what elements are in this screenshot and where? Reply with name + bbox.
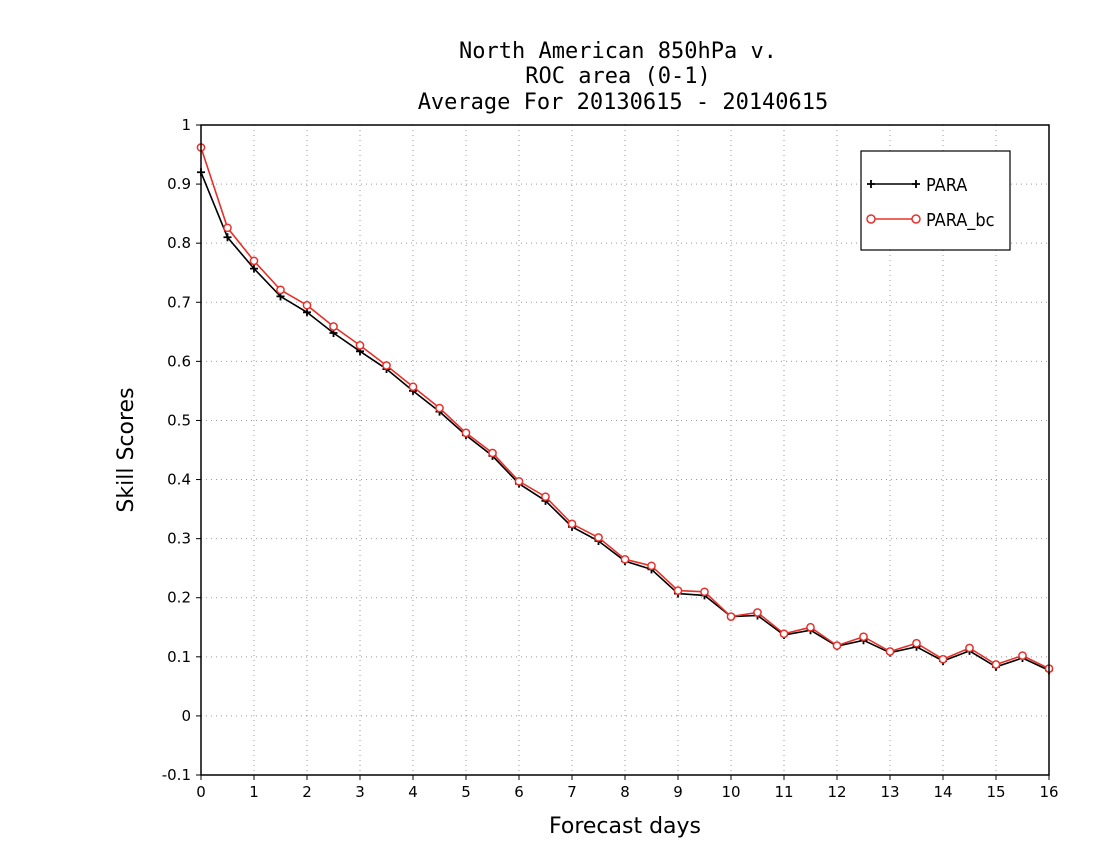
y-tick-label: 1 — [181, 116, 191, 134]
series-layer — [196, 143, 1054, 675]
data-point-para-bc — [965, 643, 974, 653]
data-point-para-bc — [1018, 651, 1027, 660]
data-point-para-bc — [223, 223, 232, 233]
y-tick-label: -0.1 — [162, 766, 191, 784]
axis-ticks: -0.100.10.20.30.40.50.60.70.80.910 1 2 3 4 5 6… — [162, 116, 1059, 801]
y-tick-label: 0.9 — [167, 175, 191, 193]
data-point-para-bc — [912, 638, 921, 648]
y-tick-label: 0.2 — [167, 589, 191, 607]
data-point-para-bc — [806, 622, 815, 632]
legend-box — [860, 150, 1011, 251]
data-point-para-bc — [488, 448, 497, 458]
grid — [201, 125, 1049, 775]
x-tick-label: 16 — [1039, 783, 1058, 801]
data-point-para-bc — [382, 361, 391, 370]
data-point-para-bc — [673, 586, 683, 595]
data-point-para-bc — [541, 492, 550, 502]
y-tick-label: 0.5 — [167, 411, 191, 429]
y-tick-label: 0 — [181, 707, 191, 725]
data-point-para-bc — [435, 403, 444, 413]
data-point-para — [303, 308, 311, 317]
data-point-para-bc — [514, 476, 524, 486]
x-tick-label: 11 — [774, 783, 793, 801]
y-tick-label: 0.8 — [167, 234, 191, 252]
x-tick-label: 8 — [620, 783, 630, 801]
data-point-para-bc — [461, 428, 471, 438]
x-tick-label: 4 — [408, 783, 418, 801]
x-tick-label: 5 — [461, 783, 471, 801]
x-tick-label: 0 — [196, 783, 206, 801]
y-tick-label: 0.7 — [167, 293, 191, 311]
chart-title-line-1: North American 850hPa v. — [459, 39, 777, 64]
legend: PARA PARA_bc — [860, 150, 1011, 251]
legend-marker-para-bc-left — [866, 214, 876, 224]
data-point-para-bc — [885, 647, 895, 656]
data-point-para-bc — [779, 629, 789, 639]
x-tick-label: 1 — [249, 783, 259, 801]
x-tick-label: 9 — [673, 783, 683, 801]
data-point-para-bc — [249, 256, 259, 266]
y-tick-label: 0.4 — [167, 471, 191, 489]
data-point-para-bc — [832, 641, 842, 650]
data-point-para-bc — [753, 608, 762, 617]
data-point-para-bc — [859, 632, 868, 642]
data-point-para-bc — [329, 322, 338, 331]
data-point-para-bc — [620, 554, 630, 564]
data-point-para-bc — [408, 382, 418, 392]
legend-label-para: PARA — [926, 175, 967, 196]
x-tick-label: 2 — [302, 783, 312, 801]
y-tick-label: 0.3 — [167, 530, 191, 548]
x-tick-label: 3 — [355, 783, 365, 801]
chart-title-line-2: ROC area (0-1) — [525, 64, 710, 89]
legend-label-para-bc: PARA_bc — [926, 210, 995, 231]
y-tick-label: 0.1 — [167, 648, 191, 666]
x-tick-label: 14 — [933, 783, 952, 801]
data-point-para — [223, 233, 232, 242]
x-tick-label: 13 — [880, 783, 899, 801]
data-point-para-bc — [647, 561, 656, 571]
y-axis-label: Skill Scores — [114, 387, 139, 512]
x-tick-label: 7 — [567, 783, 577, 801]
data-point-para-bc — [355, 341, 365, 350]
data-point-para-bc — [594, 533, 603, 542]
data-point-para-bc — [302, 300, 312, 310]
chart-title-line-3: Average For 20130615 - 20140615 — [418, 90, 829, 115]
data-point-para-bc — [938, 654, 948, 664]
x-tick-label: 15 — [986, 783, 1005, 801]
legend-marker-para-bc-right — [911, 214, 921, 224]
legend-marker-para — [867, 180, 920, 188]
x-tick-label: 6 — [514, 783, 524, 801]
data-point-para-bc — [700, 587, 709, 597]
x-tick-label: 10 — [721, 783, 740, 801]
data-point-para-bc — [726, 612, 736, 621]
data-point-para-bc — [567, 519, 577, 529]
data-point-para-bc — [991, 660, 1001, 669]
x-tick-label: 12 — [827, 783, 846, 801]
chart-title: North American 850hPa v. ROC area (0-1) … — [418, 39, 829, 115]
plot-frame — [200, 124, 1050, 776]
data-point-para-bc — [276, 285, 285, 295]
data-point-para — [250, 264, 258, 273]
x-axis-label: Forecast days — [549, 814, 701, 839]
y-tick-label: 0.6 — [167, 352, 191, 370]
